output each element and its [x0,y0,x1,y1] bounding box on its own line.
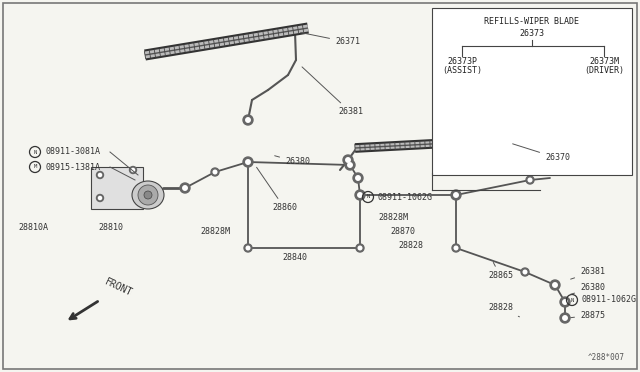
Text: 28860: 28860 [257,167,297,212]
Circle shape [563,316,567,320]
Text: 26381: 26381 [302,67,363,116]
Ellipse shape [132,181,164,209]
Circle shape [243,157,253,167]
Circle shape [346,158,350,162]
Text: 28865: 28865 [488,263,513,280]
Text: REFILLS-WIPER BLADE: REFILLS-WIPER BLADE [484,17,579,26]
Circle shape [524,270,527,274]
Circle shape [528,178,532,182]
Circle shape [553,283,557,287]
Text: 28870: 28870 [390,228,415,237]
Text: 26373M: 26373M [589,57,619,65]
Text: 26373: 26373 [520,29,545,38]
Text: 08911-1062G: 08911-1062G [582,295,637,305]
Circle shape [246,246,250,250]
Circle shape [213,170,217,174]
Circle shape [526,176,534,184]
Circle shape [144,191,152,199]
Circle shape [138,185,158,205]
Circle shape [454,193,458,197]
Text: 28828: 28828 [488,304,520,317]
Text: (ASSIST): (ASSIST) [442,67,482,76]
Circle shape [99,173,102,177]
Circle shape [355,190,365,200]
Circle shape [243,115,253,125]
Text: FRONT: FRONT [103,276,134,298]
Circle shape [563,300,567,304]
Circle shape [358,246,362,250]
Circle shape [521,268,529,276]
Circle shape [550,280,560,290]
FancyBboxPatch shape [91,167,143,209]
Circle shape [99,196,102,199]
Text: 26380: 26380 [571,283,605,294]
Circle shape [129,167,136,173]
Circle shape [211,168,219,176]
Text: 28828M: 28828M [378,214,408,222]
Circle shape [97,195,104,202]
Text: 28810: 28810 [98,224,123,232]
Circle shape [180,183,190,193]
Circle shape [356,176,360,180]
Text: 28875: 28875 [571,311,605,320]
Circle shape [183,186,188,190]
Text: 08915-1381A: 08915-1381A [46,163,101,171]
Circle shape [348,163,352,167]
Text: 26380: 26380 [275,156,310,167]
Circle shape [246,118,250,122]
Text: 28828M: 28828M [200,228,230,237]
Circle shape [246,160,250,164]
Text: N: N [366,195,370,199]
Circle shape [454,246,458,250]
Bar [432,8,632,175]
Circle shape [353,173,363,183]
Circle shape [452,244,460,252]
Text: 26373P: 26373P [447,57,477,65]
Text: (DRIVER): (DRIVER) [584,67,624,76]
Text: ^288*007: ^288*007 [588,353,625,362]
Circle shape [358,193,362,197]
Circle shape [451,190,461,200]
Text: M: M [33,164,36,170]
Text: 28840: 28840 [282,253,307,263]
Circle shape [131,169,134,171]
Text: 26371: 26371 [301,33,360,46]
Text: N: N [33,150,36,154]
Circle shape [343,155,353,165]
Text: N: N [570,298,573,302]
Circle shape [244,244,252,252]
Circle shape [560,313,570,323]
Text: 08911-3081A: 08911-3081A [46,148,101,157]
Text: 08911-1062G: 08911-1062G [378,192,433,202]
Text: 26381: 26381 [571,267,605,279]
Circle shape [345,160,355,170]
Text: 26370: 26370 [513,144,570,163]
Text: 28828: 28828 [398,241,423,250]
Text: 28810A: 28810A [18,224,48,232]
Circle shape [97,171,104,179]
Circle shape [356,244,364,252]
Circle shape [560,297,570,307]
